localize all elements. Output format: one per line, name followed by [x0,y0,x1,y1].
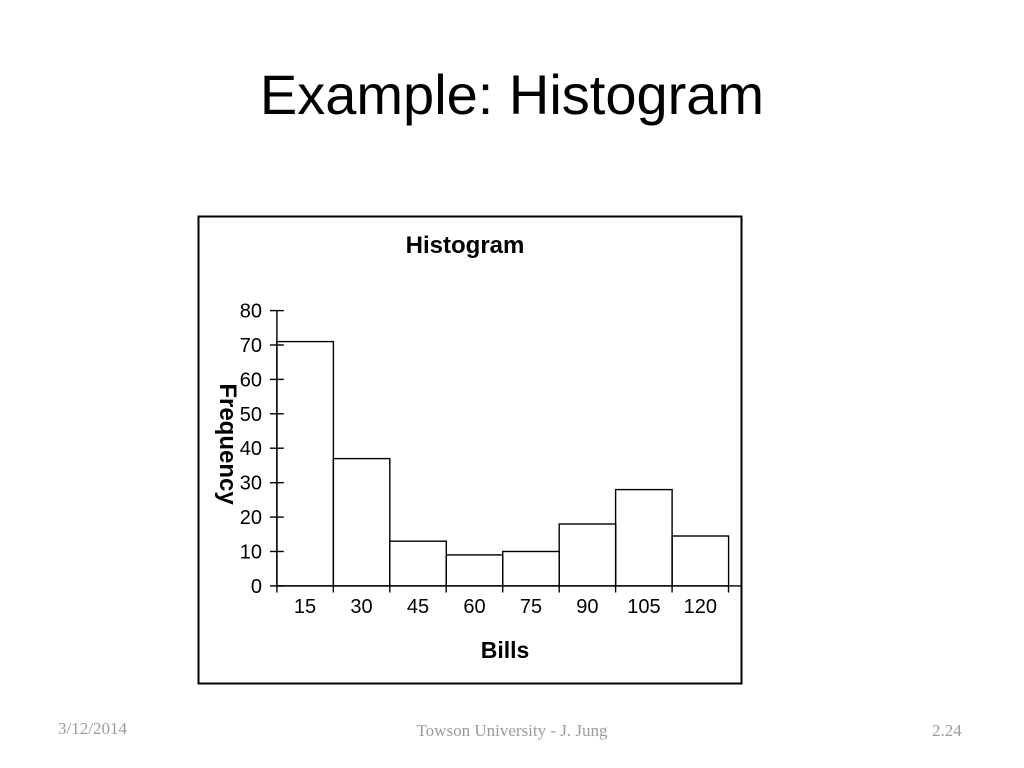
svg-text:120: 120 [684,596,717,618]
svg-text:50: 50 [240,404,262,426]
svg-text:105: 105 [627,596,660,618]
svg-text:Bills: Bills [481,637,530,663]
svg-text:Frequency: Frequency [214,383,241,505]
svg-text:30: 30 [240,473,262,495]
svg-text:0: 0 [251,576,262,598]
svg-text:90: 90 [576,596,598,618]
svg-text:70: 70 [240,335,262,357]
svg-text:45: 45 [407,596,429,618]
svg-text:15: 15 [294,596,316,618]
svg-text:10: 10 [240,542,262,564]
svg-text:40: 40 [240,438,262,460]
svg-text:80: 80 [240,301,262,323]
svg-text:75: 75 [520,596,542,618]
svg-text:60: 60 [463,596,485,618]
svg-text:20: 20 [240,507,262,529]
svg-text:60: 60 [240,369,262,391]
svg-text:30: 30 [350,596,372,618]
svg-text:Histogram: Histogram [406,232,525,259]
